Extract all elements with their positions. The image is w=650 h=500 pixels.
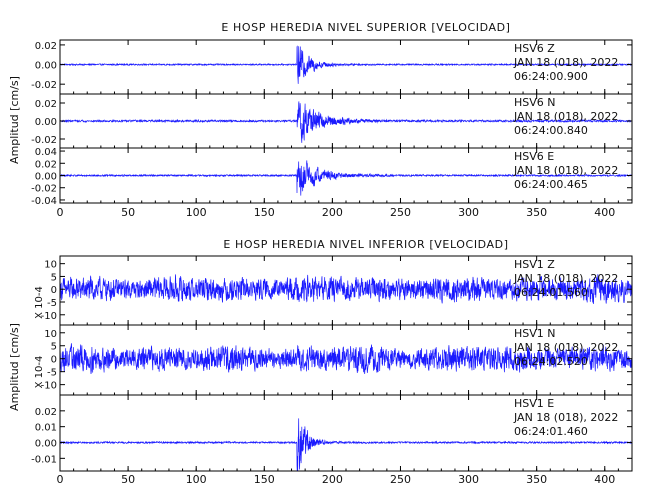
y-tick-label: -10: [41, 311, 57, 322]
y-axis-label: Amplitud [cm/s]: [8, 323, 21, 411]
y-tick-label: -0.02: [31, 80, 57, 91]
trace-label-name: HSV1 E: [514, 397, 554, 410]
x-tick-label: 250: [390, 473, 411, 486]
y-tick-label: -0.02: [31, 135, 57, 146]
trace-label-date: JAN 18 (018), 2022: [513, 411, 618, 424]
y-tick-label: 0.00: [35, 117, 57, 128]
x-tick-label: 350: [526, 473, 547, 486]
x-tick-label: 100: [186, 206, 207, 219]
chart-section-2: E HOSP HEREDIA NIVEL INFERIOR [VELOCIDAD…: [8, 238, 633, 486]
x-tick-label: 150: [254, 206, 275, 219]
x-tick-label: 0: [57, 206, 64, 219]
x-tick-label: 300: [458, 473, 479, 486]
y-tick-label: 0: [51, 355, 57, 366]
y-tick-label: 10: [44, 260, 57, 271]
x-tick-label: 250: [390, 206, 411, 219]
y-tick-label: 0.02: [35, 41, 57, 52]
trace-label-name: HSV6 N: [514, 96, 556, 109]
x-tick-label: 200: [322, 206, 343, 219]
y-tick-label: 0: [51, 285, 57, 296]
x-tick-label: 350: [526, 206, 547, 219]
y-tick-label: 0.01: [35, 423, 57, 434]
y-tick-label: 5: [51, 342, 57, 353]
y-tick-label: 0.02: [35, 159, 57, 170]
trace-label-date: JAN 18 (018), 2022: [513, 56, 618, 69]
trace-label-time: 06:24:00.900: [514, 70, 588, 83]
trace-label-time: 06:24:01.560: [514, 286, 588, 299]
waveform-trace: [59, 101, 633, 143]
x-tick-label: 300: [458, 206, 479, 219]
chart-title: E HOSP HEREDIA NIVEL SUPERIOR [VELOCIDAD…: [221, 21, 510, 34]
y-scale-label: X 10-4: [34, 356, 45, 389]
x-tick-label: 50: [121, 206, 135, 219]
chart-title: E HOSP HEREDIA NIVEL INFERIOR [VELOCIDAD…: [223, 238, 508, 251]
y-tick-label: 0.02: [35, 407, 57, 418]
y-tick-label: 0.04: [35, 147, 57, 158]
chart-section-1: E HOSP HEREDIA NIVEL SUPERIOR [VELOCIDAD…: [8, 21, 633, 219]
x-tick-label: 200: [322, 473, 343, 486]
y-tick-label: -0.04: [31, 196, 57, 207]
trace-label-name: HSV6 Z: [514, 42, 555, 55]
y-tick-label: 0.02: [35, 99, 57, 110]
x-tick-label: 50: [121, 473, 135, 486]
y-tick-label: -0.02: [31, 184, 57, 195]
y-tick-label: -10: [41, 381, 57, 392]
y-tick-label: 0.00: [35, 61, 57, 72]
waveform-trace: [59, 274, 633, 304]
x-tick-label: 150: [254, 473, 275, 486]
y-tick-label: 10: [44, 329, 57, 340]
trace-label-date: JAN 18 (018), 2022: [513, 164, 618, 177]
y-tick-label: -0.01: [31, 454, 57, 465]
y-scale-label: X 10-4: [34, 286, 45, 319]
trace-label-time: 06:24:00.840: [514, 124, 588, 137]
y-tick-label: 5: [51, 272, 57, 283]
trace-label-time: 06:24:00.465: [514, 178, 588, 191]
y-axis-label: Amplitud [cm/s]: [8, 76, 21, 164]
y-tick-label: 0.00: [35, 172, 57, 183]
x-tick-label: 100: [186, 473, 207, 486]
x-tick-label: 400: [594, 206, 615, 219]
trace-label-name: HSV1 N: [514, 327, 556, 340]
trace-label-time: 06:24:02.520: [514, 355, 588, 368]
y-tick-label: 0.00: [35, 439, 57, 450]
waveform-trace: [59, 160, 633, 196]
x-tick-label: 0: [57, 473, 64, 486]
trace-label-name: HSV1 Z: [514, 258, 555, 271]
trace-label-date: JAN 18 (018), 2022: [513, 272, 618, 285]
y-tick-label: -5: [47, 298, 57, 309]
trace-label-date: JAN 18 (018), 2022: [513, 341, 618, 354]
waveform-trace: [59, 343, 633, 375]
y-tick-label: -5: [47, 368, 57, 379]
waveform-trace: [59, 45, 633, 84]
trace-label-date: JAN 18 (018), 2022: [513, 110, 618, 123]
x-tick-label: 400: [594, 473, 615, 486]
trace-label-name: HSV6 E: [514, 150, 554, 163]
trace-label-time: 06:24:01.460: [514, 425, 588, 438]
waveform-trace: [59, 418, 633, 472]
